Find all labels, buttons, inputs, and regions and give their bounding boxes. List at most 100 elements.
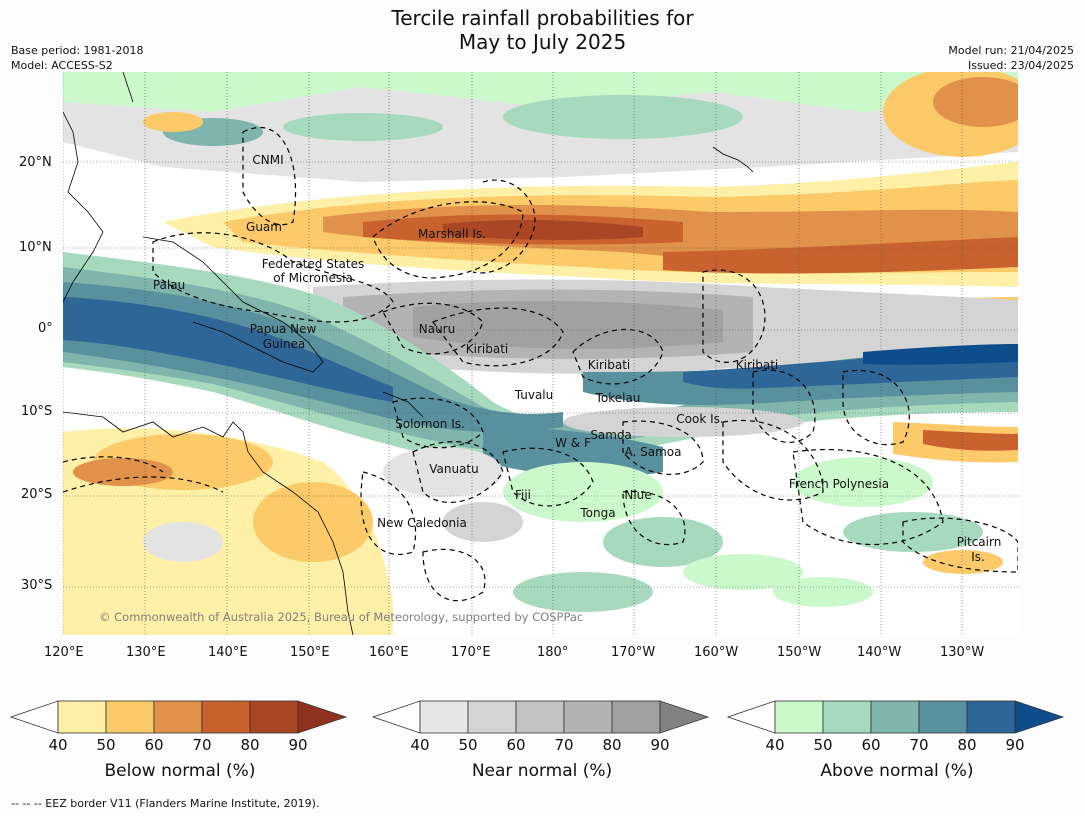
- colorbar-tick-label: 40: [410, 736, 430, 754]
- colorbar-swatch: [918, 700, 968, 734]
- colorbar-lower-extension: [372, 700, 421, 734]
- south-pacific-mixed: [143, 407, 983, 612]
- lon-label-120e: 120°E: [44, 645, 84, 660]
- region-label-tokelau: Tokelau: [595, 391, 641, 405]
- probability-map: CNMI Guam Marshall Is. Federated States …: [63, 72, 1018, 635]
- region-label-palau: Palau: [153, 278, 185, 292]
- lon-label-160e: 160°E: [369, 645, 409, 660]
- lon-label-140w: 140°W: [857, 645, 902, 660]
- colorbar-swatch: [419, 700, 469, 734]
- lat-label-20n: 20°N: [19, 155, 52, 170]
- colorbar-tick-label: 90: [288, 736, 308, 754]
- colorbar-above-normal-swatches: [727, 700, 1065, 734]
- base-period-info: Base period: 1981-2018 Model: ACCESS-S2: [11, 43, 143, 73]
- colorbar-below-normal: 40 50 60 70 80 90 Below normal (%): [10, 700, 350, 790]
- coastlines: [63, 72, 754, 635]
- lon-label-160w: 160°W: [694, 645, 739, 660]
- new-guinea-coastline: [142, 236, 324, 373]
- colorbar-upper-extension: [659, 700, 710, 734]
- region-label-pitcairn-line2: Is.: [971, 550, 985, 564]
- region-label-samoa: Samoa: [590, 428, 631, 442]
- region-label-guam: Guam: [246, 220, 282, 234]
- colorbar-tick-label: 40: [765, 736, 785, 754]
- colorbar-near-normal-title: Near normal (%): [471, 761, 613, 781]
- colorbar-tick-label: 50: [458, 736, 478, 754]
- graticule: [63, 72, 1018, 635]
- colorbar-lower-extension: [727, 700, 776, 734]
- lon-label-150w: 150°W: [777, 645, 822, 660]
- lon-label-130w: 130°W: [940, 645, 985, 660]
- lon-label-170w: 170°W: [611, 645, 656, 660]
- colorbar-tick-label: 80: [602, 736, 622, 754]
- map-title: Tercile rainfall probabilities for May t…: [0, 6, 1085, 54]
- colorbar-below-normal-swatches: [10, 700, 348, 734]
- region-label-nauru: Nauru: [419, 322, 455, 336]
- colorbar-tick-label: 50: [96, 736, 116, 754]
- colorbar-tick-label: 80: [240, 736, 260, 754]
- colorbar-below-normal-title: Below normal (%): [104, 761, 256, 781]
- region-label-new-caledonia: New Caledonia: [377, 516, 467, 530]
- model-name: Model: ACCESS-S2: [11, 59, 113, 72]
- colorbar-swatch: [563, 700, 613, 734]
- region-label-fsm-line2: of Micronesia: [273, 271, 353, 285]
- region-label-cook-is: Cook Is.: [676, 412, 723, 426]
- lat-label-30s: 30°S: [21, 578, 53, 593]
- colorbar-swatch: [966, 700, 1016, 734]
- eez-footnote: -- -- -- EEZ border V11 (Flanders Marine…: [11, 797, 320, 810]
- colorbar-tick-label: 70: [909, 736, 929, 754]
- lon-label-140e: 140°E: [208, 645, 248, 660]
- region-label-kiribati-phoenix: Kiribati: [588, 358, 630, 372]
- colorbar-swatch: [774, 700, 824, 734]
- lon-label-150e: 150°E: [290, 645, 330, 660]
- region-label-tonga: Tonga: [579, 506, 615, 520]
- region-label-marshall-is: Marshall Is.: [418, 227, 486, 241]
- region-label-tuvalu: Tuvalu: [514, 388, 554, 402]
- colorbar-tick-label: 50: [813, 736, 833, 754]
- colorbar-swatch: [249, 700, 299, 734]
- lat-label-10n: 10°N: [19, 240, 52, 255]
- colorbar-tick-label: 60: [506, 736, 526, 754]
- colorbar-tick-label: 60: [861, 736, 881, 754]
- west-pacific-wet-band: [63, 252, 1018, 478]
- australia-dry-area: [63, 422, 1018, 635]
- colorbar-above-normal: 40 50 60 70 80 90 Above normal (%): [727, 700, 1067, 790]
- philippines-coastline: [63, 111, 104, 303]
- region-label-french-polynesia: French Polynesia: [789, 477, 889, 491]
- colorbar-upper-extension: [1014, 700, 1065, 734]
- colorbar-above-normal-title: Above normal (%): [820, 761, 974, 781]
- region-label-fiji: Fiji: [515, 488, 531, 502]
- colorbar-tick-label: 90: [1005, 736, 1025, 754]
- north-mixed-band: [63, 72, 1018, 182]
- issued-date: Issued: 23/04/2025: [967, 59, 1074, 72]
- colorbar-swatch: [153, 700, 203, 734]
- colorbar-upper-extension: [297, 700, 348, 734]
- title-line-2: May to July 2025: [458, 30, 627, 54]
- model-run-date: Model run: 21/04/2025: [948, 44, 1074, 57]
- region-label-png-line1: Papua New: [250, 322, 317, 336]
- title-line-1: Tercile rainfall probabilities for: [391, 6, 694, 30]
- australia-coastline: [63, 411, 354, 635]
- lat-label-10s: 10°S: [21, 404, 53, 419]
- region-label-kiribati-gilbert: Kiribati: [466, 342, 508, 356]
- region-label-wallis-futuna: W & F: [555, 436, 591, 450]
- colorbar-swatch: [201, 700, 251, 734]
- lat-label-20s: 20°S: [21, 487, 53, 502]
- colorbar-swatch: [467, 700, 517, 734]
- colorbar-near-normal: 40 50 60 70 80 90 Near normal (%): [372, 700, 712, 790]
- lon-label-180: 180°: [537, 645, 569, 660]
- colorbar-tick-label: 70: [554, 736, 574, 754]
- region-label-kiribati-line: Kiribati: [736, 358, 778, 372]
- region-label-solomon-is: Solomon Is.: [395, 417, 465, 431]
- region-label-vanuatu: Vanuatu: [429, 462, 479, 476]
- hawaii-coastline: [712, 146, 754, 173]
- region-label-american-samoa: A. Samoa: [625, 445, 682, 459]
- lon-label-170e: 170°E: [451, 645, 491, 660]
- colorbar-tick-label: 60: [144, 736, 164, 754]
- region-label-fsm-line1: Federated States: [262, 257, 364, 271]
- colorbar-swatch: [611, 700, 661, 734]
- region-label-png-line2: Guinea: [263, 337, 306, 351]
- colorbar-lower-extension: [10, 700, 59, 734]
- eez-borders: [63, 126, 1018, 602]
- lat-label-0: 0°: [38, 321, 53, 336]
- region-label-pitcairn-line1: Pitcairn: [957, 535, 1002, 549]
